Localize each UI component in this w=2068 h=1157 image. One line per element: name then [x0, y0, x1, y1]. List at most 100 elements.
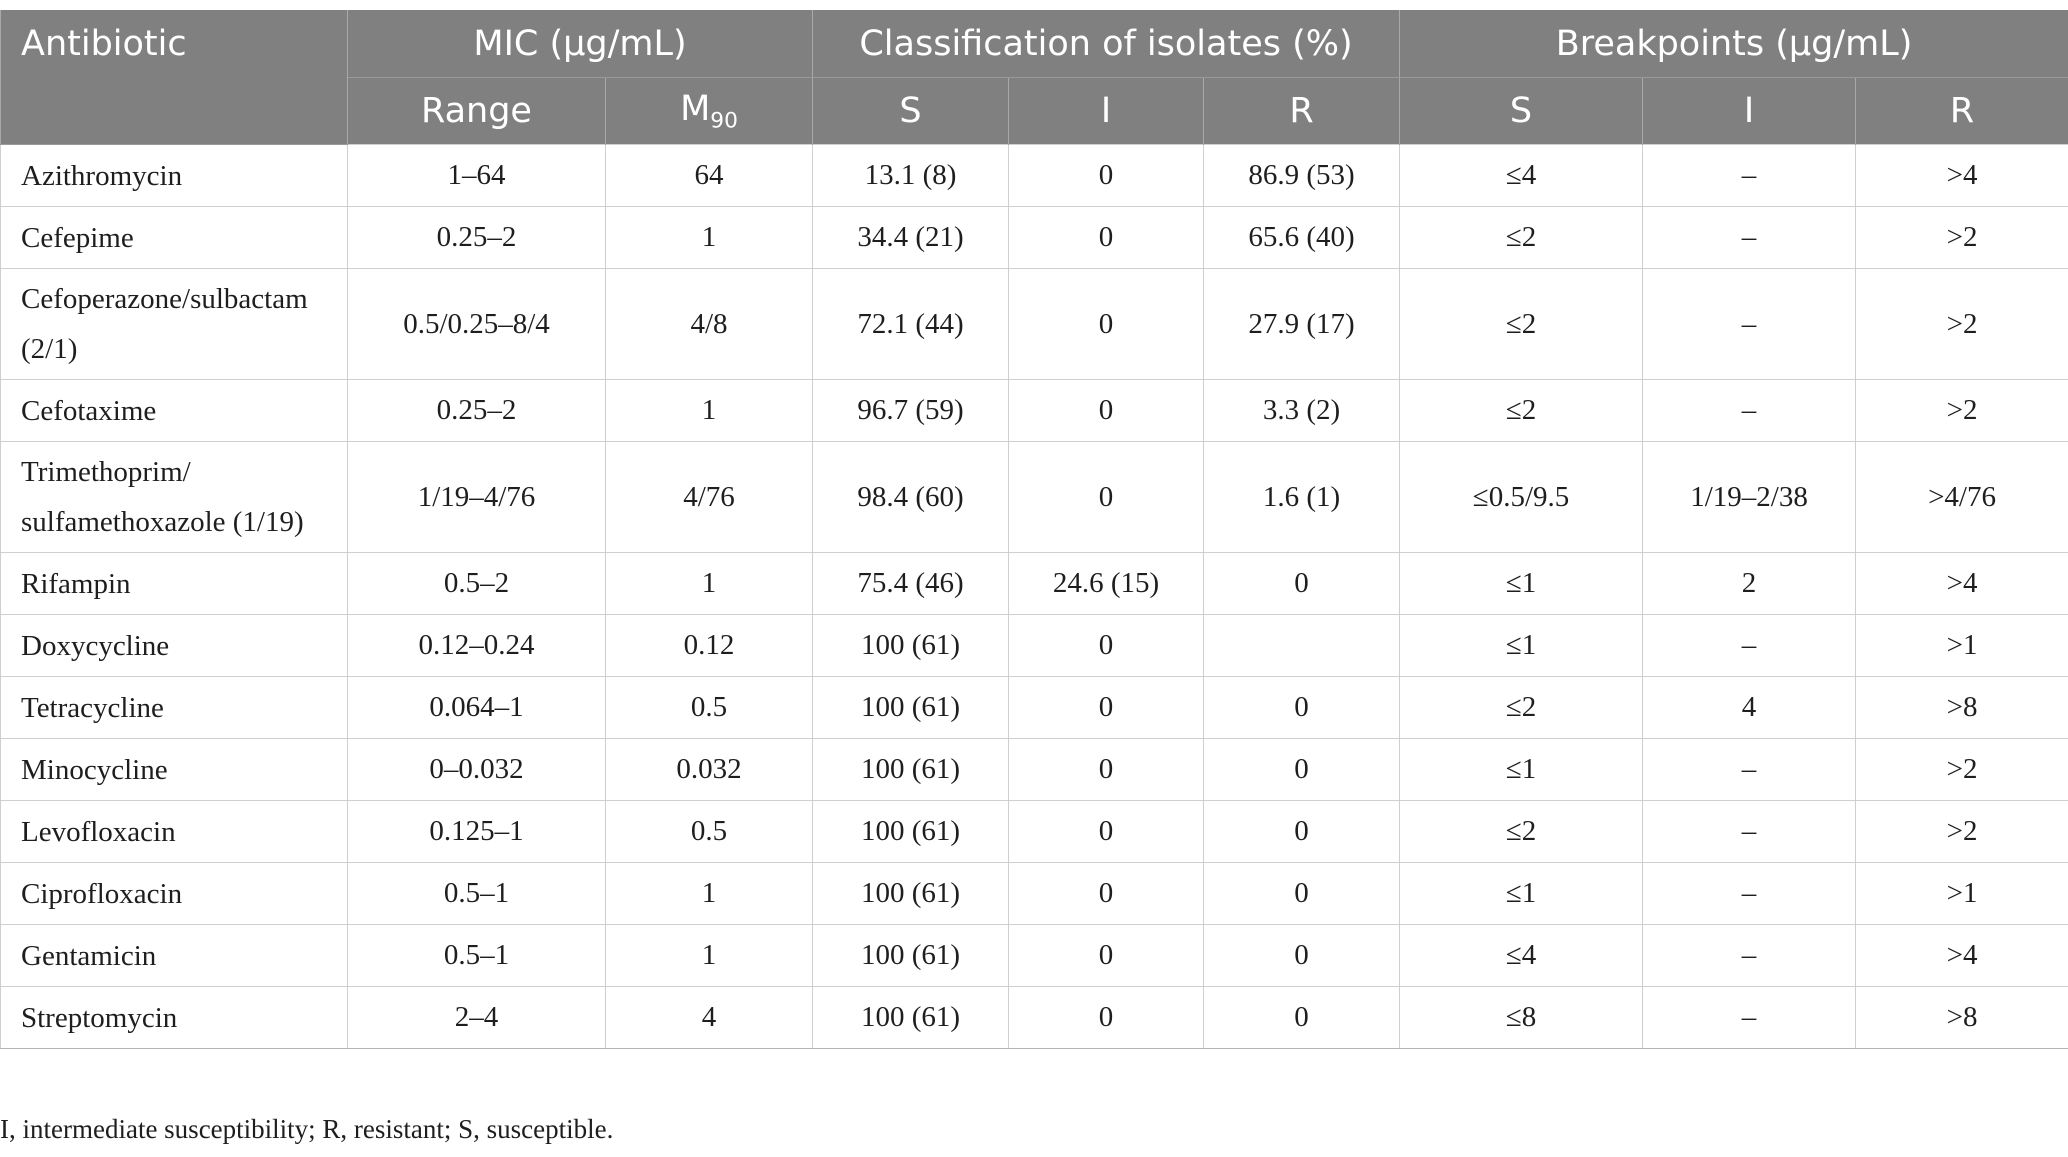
- cell-m90: 0.5: [604, 676, 814, 739]
- cell-class-r: 0: [1203, 800, 1401, 863]
- cell-bp-s: ≤1: [1399, 614, 1644, 677]
- cell-bp-s: ≤2: [1399, 379, 1644, 442]
- cell-range: 0.5–1: [347, 862, 606, 925]
- table-row: Azithromycin 1–64 64 13.1 (8) 0 86.9 (53…: [0, 144, 2068, 207]
- cell-m90: 1: [604, 206, 814, 269]
- cell-bp-s: ≤8: [1399, 986, 1644, 1049]
- header-bp-s: S: [1399, 77, 1644, 145]
- cell-bp-i: 2: [1642, 552, 1857, 615]
- cell-bp-i: –: [1642, 268, 1857, 380]
- cell-antibiotic: Doxycycline: [0, 614, 348, 677]
- cell-m90: 1: [604, 862, 814, 925]
- cell-class-i: 0: [1008, 924, 1205, 987]
- cell-class-r: 0: [1203, 676, 1401, 739]
- table-row: Cefotaxime 0.25–2 1 96.7 (59) 0 3.3 (2) …: [0, 379, 2068, 442]
- cell-class-i: 0: [1008, 676, 1205, 739]
- cell-bp-i: –: [1642, 924, 1857, 987]
- cell-class-r: 0: [1203, 552, 1401, 615]
- header-m90: M90: [604, 77, 814, 145]
- cell-m90: 4/76: [604, 441, 814, 553]
- cell-bp-s: ≤1: [1399, 862, 1644, 925]
- cell-bp-s: ≤4: [1399, 144, 1644, 207]
- cell-antibiotic: Cefepime: [0, 206, 348, 269]
- cell-class-i: 0: [1008, 614, 1205, 677]
- header-row-group: Antibiotic MIC (μg/mL) Classification of…: [0, 10, 2068, 145]
- cell-class-s: 98.4 (60): [812, 441, 1010, 553]
- cell-class-s: 13.1 (8): [812, 144, 1010, 207]
- cell-class-r: 86.9 (53): [1203, 144, 1401, 207]
- header-row-sub: Range M90 S I R S I R: [1, 77, 2068, 145]
- cell-range: 0.5/0.25–8/4: [347, 268, 606, 380]
- cell-class-r: 0: [1203, 862, 1401, 925]
- header-class-s: S: [812, 77, 1010, 145]
- table-row: Levofloxacin 0.125–1 0.5 100 (61) 0 0 ≤2…: [0, 800, 2068, 863]
- cell-class-s: 100 (61): [812, 676, 1010, 739]
- header-class-r: R: [1203, 77, 1401, 145]
- cell-class-s: 100 (61): [812, 614, 1010, 677]
- cell-bp-r: >2: [1855, 206, 2068, 269]
- cell-bp-i: –: [1642, 206, 1857, 269]
- cell-bp-r: >2: [1855, 379, 2068, 442]
- cell-antibiotic: Streptomycin: [0, 986, 348, 1049]
- cell-m90: 4/8: [604, 268, 814, 380]
- cell-class-s: 75.4 (46): [812, 552, 1010, 615]
- cell-bp-i: 4: [1642, 676, 1857, 739]
- cell-m90: 0.5: [604, 800, 814, 863]
- cell-range: 0.125–1: [347, 800, 606, 863]
- cell-range: 0–0.032: [347, 738, 606, 801]
- cell-range: 0.5–1: [347, 924, 606, 987]
- cell-class-s: 100 (61): [812, 924, 1010, 987]
- cell-bp-r: >1: [1855, 614, 2068, 677]
- header-bp-r: R: [1855, 77, 2068, 145]
- cell-bp-i: –: [1642, 379, 1857, 442]
- cell-class-r: 0: [1203, 986, 1401, 1049]
- cell-bp-s: ≤4: [1399, 924, 1644, 987]
- cell-m90: 1: [604, 924, 814, 987]
- table-row: Tetracycline 0.064–1 0.5 100 (61) 0 0 ≤2…: [0, 676, 2068, 739]
- cell-class-i: 0: [1008, 862, 1205, 925]
- cell-bp-i: 1/19–2/38: [1642, 441, 1857, 553]
- table-row: Cefepime 0.25–2 1 34.4 (21) 0 65.6 (40) …: [0, 206, 2068, 269]
- table-row: Cefoperazone/sulbactam (2/1) 0.5/0.25–8/…: [0, 268, 2068, 380]
- cell-m90: 0.12: [604, 614, 814, 677]
- cell-bp-r: >4: [1855, 924, 2068, 987]
- cell-bp-r: >8: [1855, 986, 2068, 1049]
- header-breakpoints: Breakpoints (μg/mL): [1399, 10, 2068, 78]
- cell-bp-s: ≤0.5/9.5: [1399, 441, 1644, 553]
- table-footnote: I, intermediate susceptibility; R, resis…: [0, 1114, 614, 1144]
- mic-table: Antibiotic MIC (μg/mL) Classification of…: [0, 10, 2068, 1049]
- cell-range: 0.25–2: [347, 206, 606, 269]
- cell-range: 0.25–2: [347, 379, 606, 442]
- cell-bp-r: >1: [1855, 862, 2068, 925]
- table-row: Trimethoprim/ sulfamethoxazole (1/19) 1/…: [0, 441, 2068, 553]
- cell-bp-i: –: [1642, 738, 1857, 801]
- cell-class-s: 72.1 (44): [812, 268, 1010, 380]
- cell-range: 1/19–4/76: [347, 441, 606, 553]
- header-m90-sub: 90: [710, 108, 738, 134]
- table-row: Ciprofloxacin 0.5–1 1 100 (61) 0 0 ≤1 – …: [0, 862, 2068, 925]
- cell-m90: 0.032: [604, 738, 814, 801]
- cell-antibiotic: Trimethoprim/ sulfamethoxazole (1/19): [0, 441, 348, 553]
- header-range: Range: [347, 77, 606, 145]
- cell-class-i: 0: [1008, 268, 1205, 380]
- cell-antibiotic: Tetracycline: [0, 676, 348, 739]
- cell-antibiotic: Rifampin: [0, 552, 348, 615]
- cell-bp-s: ≤2: [1399, 268, 1644, 380]
- cell-m90: 1: [604, 552, 814, 615]
- table-row: Minocycline 0–0.032 0.032 100 (61) 0 0 ≤…: [0, 738, 2068, 801]
- cell-m90: 4: [604, 986, 814, 1049]
- cell-antibiotic: Cefotaxime: [0, 379, 348, 442]
- table-row: Gentamicin 0.5–1 1 100 (61) 0 0 ≤4 – >4: [0, 924, 2068, 987]
- cell-bp-i: –: [1642, 144, 1857, 207]
- cell-bp-r: >4/76: [1855, 441, 2068, 553]
- cell-class-r: 3.3 (2): [1203, 379, 1401, 442]
- header-mic: MIC (μg/mL): [346, 10, 814, 78]
- cell-range: 2–4: [347, 986, 606, 1049]
- cell-class-i: 0: [1008, 441, 1205, 553]
- cell-class-s: 100 (61): [812, 986, 1010, 1049]
- cell-class-i: 0: [1008, 144, 1205, 207]
- cell-antibiotic: Azithromycin: [0, 144, 348, 207]
- cell-range: 0.064–1: [347, 676, 606, 739]
- cell-antibiotic: Minocycline: [0, 738, 348, 801]
- cell-class-s: 34.4 (21): [812, 206, 1010, 269]
